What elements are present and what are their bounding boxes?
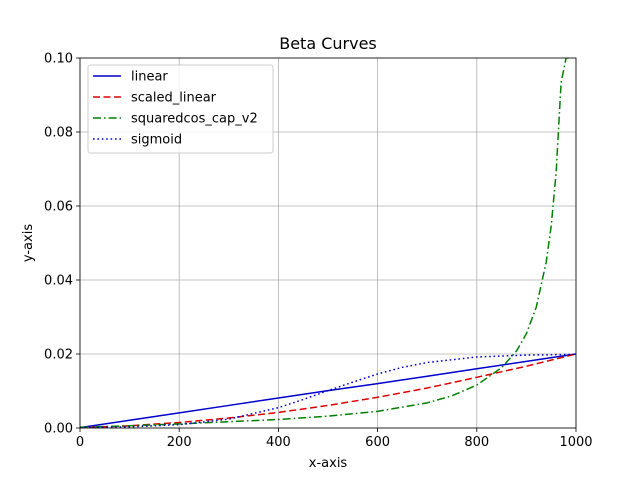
x-tick-label-1: 200 (167, 435, 192, 450)
x-axis-ticks: 0 200 400 600 800 1000 (76, 428, 593, 450)
y-axis-ticks: 0.00 0.02 0.04 0.06 0.08 0.10 (44, 52, 80, 437)
series-line-linear (80, 353, 576, 428)
x-tick-label-3: 600 (365, 435, 390, 450)
x-axis-label: x-axis (309, 456, 348, 471)
plot-frame (79, 57, 577, 429)
y-tick-label-2: 0.04 (44, 274, 73, 289)
series-lines (80, 58, 576, 428)
legend-label-sigmoid: sigmoid (131, 133, 182, 148)
series-line-squaredcos-cap-v2 (80, 58, 569, 428)
x-tick-label-5: 1000 (559, 435, 592, 450)
legend: linear scaled_linear squaredcos_cap_v2sigm… (87, 64, 274, 154)
legend-label-linear: linear (131, 70, 168, 85)
x-tick-label-2: 400 (266, 435, 291, 450)
x-tick-label-0: 0 (76, 435, 84, 450)
y-axis-label: y-axis (21, 224, 36, 262)
y-tick-label-0: 0.00 (44, 422, 73, 437)
y-tick-label-3: 0.06 (44, 200, 73, 215)
y-tick-label-5: 0.10 (44, 52, 73, 67)
x-tick-label-4: 800 (464, 435, 489, 450)
y-tick-label-4: 0.08 (44, 126, 73, 141)
chart-title: Beta Curves (279, 34, 377, 53)
series-line-sigmoid (80, 353, 576, 428)
legend-label-scaled-linear: scaled_linear (131, 91, 217, 106)
axes-frame (79, 57, 577, 429)
legend-label-squaredcos-cap-v2: squaredcos_cap_v2 (131, 112, 258, 127)
legend-box (87, 64, 274, 154)
y-tick-label-1: 0.02 (44, 348, 73, 363)
